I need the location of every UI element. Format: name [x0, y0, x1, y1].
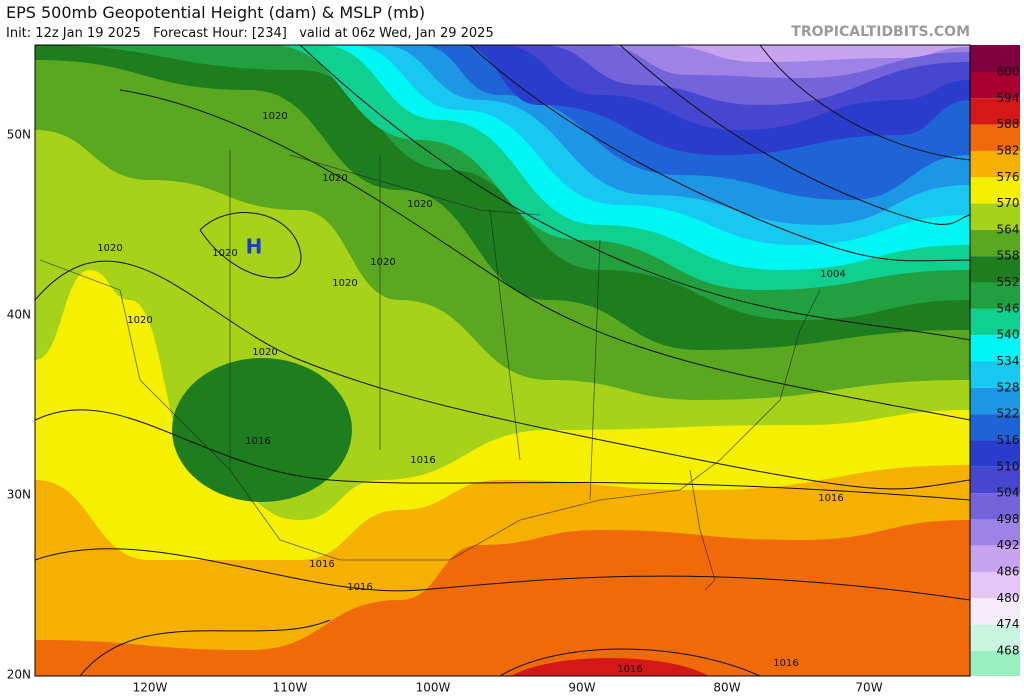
colorbar-swatch — [970, 440, 1020, 467]
colorbar-label: 582 — [997, 143, 1020, 157]
colorbar-label: 570 — [997, 196, 1020, 210]
height-band — [35, 45, 970, 62]
colorbar-label: 564 — [997, 222, 1020, 236]
contour-label: 1016 — [309, 559, 334, 570]
colorbar-swatch — [970, 98, 1020, 125]
longitude-label: 90W — [568, 681, 595, 695]
colorbar-label: 600 — [997, 65, 1020, 79]
isobars — [35, 45, 970, 676]
latitude-label: 50N — [7, 128, 31, 142]
contour-label: 1004 — [820, 269, 845, 280]
contour-label: 1020 — [322, 173, 347, 184]
colorbar: 600 594 588 582 576 570 564 558 552 546 540 534 528 5… — [970, 45, 1020, 676]
longitude-label: 100W — [416, 681, 451, 695]
colorbar-label: 528 — [997, 380, 1020, 394]
colorbar-swatch — [970, 519, 1020, 546]
colorbar-label: 558 — [997, 249, 1020, 263]
latitude-label: 40N — [7, 308, 31, 322]
title: EPS 500mb Geopotential Height (dam) & MS… — [6, 3, 426, 22]
contour-label: 1020 — [252, 347, 277, 358]
colorbar-swatch — [970, 282, 1020, 309]
colorbar-swatch — [970, 598, 1020, 625]
colorbar-swatch — [970, 493, 1020, 520]
colorbar-label: 516 — [997, 433, 1020, 447]
latitude-label: 20N — [7, 668, 31, 682]
colorbar-swatch — [970, 387, 1020, 415]
contour-label: 1020 — [127, 315, 152, 326]
colorbar-label: 510 — [997, 459, 1020, 473]
height-bands — [35, 45, 970, 676]
map-frame — [34, 44, 971, 677]
longitude-label: 80W — [713, 681, 740, 695]
colorbar-swatch — [970, 572, 1020, 599]
colorbar-label: 588 — [997, 117, 1020, 131]
colorbar-swatch — [970, 624, 1020, 651]
height-band — [172, 358, 352, 502]
colorbar-label: 480 — [997, 591, 1020, 605]
colorbar-swatch — [970, 203, 1020, 230]
colorbar-label: 546 — [997, 301, 1020, 315]
colorbar-label: 594 — [997, 91, 1020, 105]
height-band — [511, 658, 709, 676]
colorbar-label: 522 — [997, 407, 1020, 421]
contour-label: 1020 — [332, 278, 357, 289]
colorbar-swatch — [970, 229, 1020, 257]
contour-label: 1020 — [212, 248, 237, 259]
watermark: TROPICALTIDBITS.COM — [791, 24, 970, 40]
colorbar-label: 534 — [997, 354, 1020, 368]
contour-label: 1020 — [370, 257, 395, 268]
contour-label: 1016 — [773, 658, 798, 669]
contour-label: 1016 — [617, 664, 642, 675]
contour-label: 1016 — [245, 436, 270, 447]
colorbar-swatch — [970, 545, 1020, 573]
colorbar-swatch — [970, 466, 1020, 494]
colorbar-label: 492 — [997, 538, 1020, 552]
colorbar-swatch — [970, 308, 1020, 336]
colorbar-label: 504 — [997, 486, 1020, 500]
contour-label: 1020 — [97, 243, 122, 254]
subtitle: Init: 12z Jan 19 2025 Forecast Hour: [23… — [6, 26, 494, 41]
colorbar-swatch — [970, 256, 1020, 283]
colorbar-label: 474 — [997, 617, 1020, 631]
contour-label: 1016 — [347, 582, 372, 593]
longitude-label: 110W — [273, 681, 308, 695]
colorbar-swatch — [970, 45, 1020, 72]
contour-label: 1020 — [262, 111, 287, 122]
colorbar-label: 576 — [997, 170, 1020, 184]
colorbar-swatch — [970, 651, 1020, 676]
colorbar-swatch — [970, 414, 1020, 441]
colorbar-swatch — [970, 150, 1020, 178]
contour-label: 1016 — [410, 455, 435, 466]
longitude-label: 120W — [133, 681, 168, 695]
colorbar-label: 540 — [997, 328, 1020, 342]
contour-label: 1016 — [818, 493, 843, 504]
colorbar-label: 498 — [997, 512, 1020, 526]
pressure-center: H — [246, 235, 263, 259]
colorbar-label: 486 — [997, 565, 1020, 579]
colorbar-swatch — [970, 124, 1020, 151]
colorbar-swatch — [970, 361, 1020, 388]
borders — [39, 150, 821, 591]
latitude-label: 30N — [7, 488, 31, 502]
colorbar-label: 552 — [997, 275, 1020, 289]
colorbar-swatch — [970, 177, 1020, 204]
colorbar-swatch — [970, 72, 1020, 99]
colorbar-swatch — [970, 335, 1020, 362]
contour-label: 1020 — [407, 199, 432, 210]
longitude-label: 70W — [855, 681, 882, 695]
colorbar-label: 468 — [997, 644, 1020, 658]
